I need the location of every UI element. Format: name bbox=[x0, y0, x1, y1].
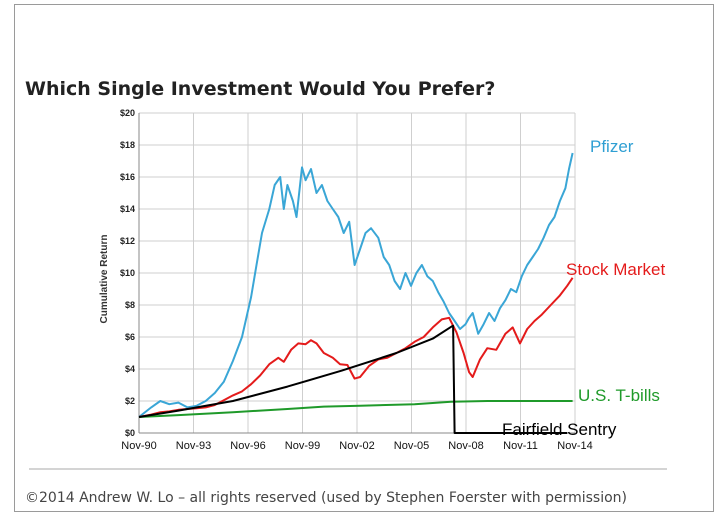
x-tick-label: Nov-14 bbox=[557, 440, 592, 452]
y-tick-label: $10 bbox=[120, 268, 135, 278]
series-label-pfizer: Pfizer bbox=[590, 137, 634, 156]
grid bbox=[138, 112, 576, 434]
x-tick-label: Nov-05 bbox=[394, 440, 429, 452]
x-tick-label: Nov-99 bbox=[285, 440, 320, 452]
x-tick-labels: Nov-90 Nov-93 Nov-96 Nov-99 Nov-02 Nov-05 Nov-… bbox=[121, 440, 592, 452]
y-tick-label: $6 bbox=[125, 332, 135, 342]
series-label-u-s-t-bills: U.S. T-bills bbox=[578, 386, 660, 405]
x-tick-label: Nov-11 bbox=[503, 440, 538, 452]
y-tick-label: $0 bbox=[125, 428, 135, 438]
y-tick-label: $20 bbox=[120, 108, 135, 118]
series-lines bbox=[138, 152, 574, 434]
y-tick-labels: $0 $2 $4 $6 $8 $10 $12 $14 $16 $18 $20 bbox=[120, 108, 135, 438]
y-tick-label: $16 bbox=[120, 172, 135, 182]
x-tick-label: Nov-08 bbox=[448, 440, 483, 452]
x-tick-label: Nov-02 bbox=[339, 440, 374, 452]
copyright-text: ©2014 Andrew W. Lo – all rights reserved… bbox=[25, 490, 627, 506]
y-tick-label: $12 bbox=[120, 236, 135, 246]
y-tick-label: $18 bbox=[120, 140, 135, 150]
series-line-stock-market bbox=[138, 277, 574, 418]
series-label-stock-market: Stock Market bbox=[566, 260, 665, 279]
series-labels: Pfizer Stock Market U.S. T-bills Fairfield … bbox=[502, 137, 665, 439]
series-line-fairfield-sentry bbox=[138, 324, 568, 434]
series-line-u-s-t-bills bbox=[138, 400, 573, 418]
series-label-fairfield-sentry: Fairfield Sentry bbox=[502, 420, 617, 439]
y-tick-label: $4 bbox=[125, 364, 135, 374]
x-tick-label: Nov-96 bbox=[230, 440, 265, 452]
series-line-pfizer bbox=[138, 152, 574, 418]
y-axis-label: Cumulative Return bbox=[99, 235, 110, 324]
y-tick-label: $14 bbox=[120, 204, 135, 214]
y-tick-label: $8 bbox=[125, 300, 135, 310]
slide-frame: Which Single Investment Would You Prefer… bbox=[14, 4, 714, 512]
x-tick-label: Nov-93 bbox=[176, 440, 211, 452]
chart-title: Which Single Investment Would You Prefer… bbox=[25, 78, 495, 100]
x-tick-label: Nov-90 bbox=[121, 440, 156, 452]
y-tick-label: $2 bbox=[125, 396, 135, 406]
chart: Which Single Investment Would You Prefer… bbox=[25, 78, 667, 506]
